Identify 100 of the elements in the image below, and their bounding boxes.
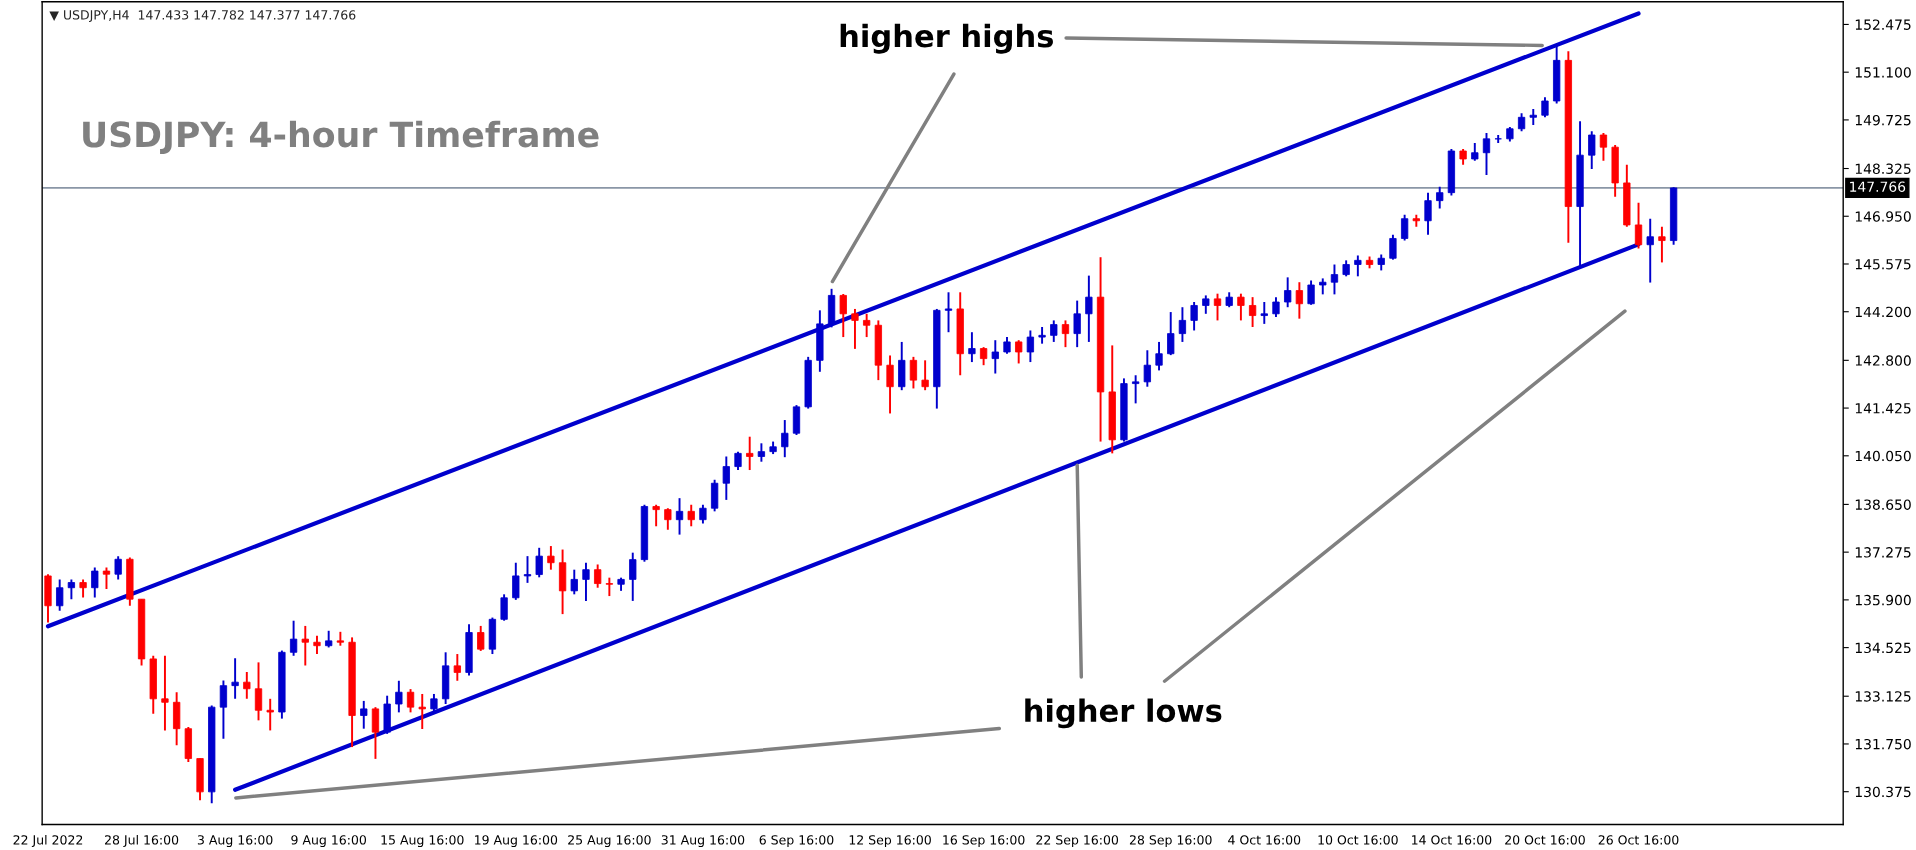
x-tick-label: 4 Oct 16:00 bbox=[1228, 835, 1301, 845]
x-tick-label: 22 Sep 16:00 bbox=[1036, 835, 1119, 848]
y-tick-label: 134.525 bbox=[1855, 642, 1911, 654]
x-tick-label: 26 Oct 16:00 bbox=[1598, 835, 1679, 845]
candlestick bbox=[1155, 340, 1163, 372]
candlestick bbox=[430, 692, 438, 714]
candlestick bbox=[1132, 374, 1140, 405]
candlestick bbox=[1424, 191, 1432, 236]
candlestick bbox=[909, 355, 918, 390]
y-tick-label: 148.325 bbox=[1855, 163, 1911, 174]
candlestick bbox=[512, 561, 520, 601]
candlestick bbox=[1517, 112, 1526, 133]
candlestick bbox=[114, 555, 122, 581]
candlestick bbox=[1178, 306, 1187, 343]
y-tick-label: 133.125 bbox=[1855, 691, 1911, 702]
candlestick bbox=[1272, 296, 1280, 318]
y-tick-label: 140.050 bbox=[1855, 450, 1911, 462]
candlestick bbox=[734, 450, 742, 472]
candlestick bbox=[1190, 301, 1198, 332]
candlestick bbox=[652, 503, 660, 528]
y-tick-label: 131.750 bbox=[1855, 738, 1911, 750]
x-tick-label: 28 Jul 16:00 bbox=[105, 834, 179, 847]
candlestick bbox=[1634, 201, 1643, 250]
candlestick bbox=[254, 661, 263, 722]
y-tick-label: 135.900 bbox=[1855, 594, 1911, 606]
candlestick bbox=[301, 624, 309, 667]
candlestick bbox=[570, 568, 578, 596]
candlestick bbox=[839, 293, 847, 339]
candlestick bbox=[1167, 311, 1175, 357]
candlestick bbox=[1599, 131, 1608, 162]
x-tick-label: 16 Sep 16:00 bbox=[943, 835, 1025, 848]
candlestick bbox=[1015, 339, 1023, 365]
candlestick bbox=[79, 578, 87, 599]
candlestick bbox=[1073, 299, 1081, 349]
candlestick bbox=[746, 435, 754, 472]
x-tick-label: 15 Aug 16:00 bbox=[381, 835, 464, 848]
x-tick-label: 31 Aug 16:00 bbox=[661, 835, 745, 848]
candlestick bbox=[594, 563, 602, 589]
candlestick bbox=[1541, 96, 1549, 119]
candlestick bbox=[1482, 131, 1491, 176]
candlestick bbox=[1260, 301, 1268, 325]
candlestick bbox=[944, 291, 953, 334]
y-tick-label: 137.275 bbox=[1855, 547, 1911, 558]
x-tick-label: 14 Oct 16:00 bbox=[1412, 835, 1492, 845]
candlestick bbox=[360, 699, 368, 730]
candlestick bbox=[1061, 319, 1070, 349]
x-tick-label: 10 Oct 16:00 bbox=[1318, 835, 1398, 845]
candlestick bbox=[67, 578, 76, 601]
candlestick bbox=[757, 442, 766, 463]
candlestick bbox=[1202, 294, 1210, 315]
candlestick bbox=[1330, 263, 1339, 296]
x-tick-label: 25 Aug 16:00 bbox=[568, 835, 651, 848]
candlestick bbox=[664, 507, 672, 531]
annotation: higher lows bbox=[1025, 698, 1222, 729]
candlestick bbox=[231, 657, 239, 700]
y-tick-label: 151.100 bbox=[1855, 67, 1911, 78]
y-tick-label: 130.375 bbox=[1855, 786, 1911, 798]
candlestick bbox=[477, 624, 485, 652]
candlestick bbox=[1588, 130, 1596, 171]
candlestick bbox=[1436, 185, 1444, 210]
candlestick bbox=[979, 346, 988, 367]
candlestick bbox=[605, 576, 613, 598]
candlestick bbox=[1284, 276, 1292, 309]
candlestick bbox=[1354, 254, 1362, 278]
candlestick bbox=[161, 654, 169, 732]
candlestick bbox=[1248, 296, 1257, 328]
y-tick-label: 146.950 bbox=[1855, 211, 1911, 222]
candlestick bbox=[453, 653, 461, 682]
x-tick-label: 12 Sep 16:00 bbox=[849, 835, 931, 848]
candlestick bbox=[675, 497, 684, 536]
candlestick bbox=[851, 307, 859, 350]
candlestick bbox=[1050, 319, 1058, 343]
candlestick bbox=[1237, 292, 1245, 322]
y-tick-label: 149.725 bbox=[1855, 114, 1911, 126]
candlestick bbox=[266, 697, 274, 732]
candlestick bbox=[699, 503, 707, 525]
candlestick bbox=[1295, 281, 1304, 320]
candlestick bbox=[243, 671, 251, 700]
candlestick bbox=[102, 566, 111, 591]
x-tick-label: 9 Aug 16:00 bbox=[291, 835, 367, 848]
candlestick bbox=[1213, 292, 1222, 322]
x-tick-label: 3 Aug 16:00 bbox=[197, 835, 273, 848]
candlestick bbox=[921, 359, 929, 392]
candlestick bbox=[863, 312, 871, 339]
y-tick-label: 142.800 bbox=[1855, 355, 1911, 366]
candlestick bbox=[968, 331, 976, 364]
x-tick-label: 28 Sep 16:00 bbox=[1129, 835, 1212, 848]
x-tick-label: 19 Aug 16:00 bbox=[475, 835, 558, 848]
candlestick bbox=[1658, 225, 1666, 264]
candlestick bbox=[1026, 329, 1035, 364]
candlestick bbox=[1400, 213, 1409, 242]
x-tick-label: 20 Oct 16:00 bbox=[1505, 835, 1585, 845]
candlestick bbox=[56, 578, 64, 612]
candlestick bbox=[991, 339, 999, 375]
candlestick bbox=[500, 593, 508, 622]
y-tick-label: 145.575 bbox=[1855, 259, 1911, 270]
candlestick bbox=[547, 545, 555, 571]
y-tick-label: 138.650 bbox=[1855, 499, 1911, 510]
candlestick bbox=[1085, 274, 1093, 343]
ref-line-label: 147.766 bbox=[1850, 181, 1906, 192]
